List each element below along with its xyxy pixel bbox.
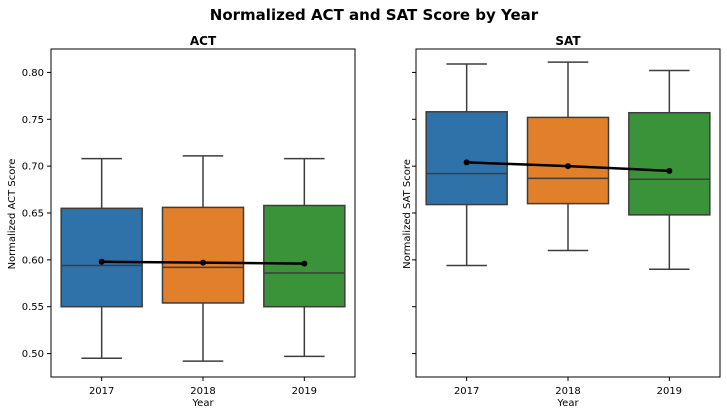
act-y-tick-label: 0.75 (22, 115, 44, 126)
act-y-tick-label: 0.55 (22, 302, 44, 313)
act-x-tick-label: 2018 (190, 386, 215, 397)
act-box-2018 (161, 155, 245, 362)
sat-x-tick-label: 2019 (657, 386, 682, 397)
iqr-box (60, 207, 143, 308)
act-box-2017 (60, 157, 143, 360)
sat-mean-point (565, 163, 571, 170)
act-panel: ACT Year Normalized ACT Score 0.50 0.55 0.… (7, 34, 356, 409)
sat-x-tick-label: 2018 (555, 386, 580, 397)
iqr-box (263, 204, 346, 308)
act-y-axis-label: Normalized ACT Score (7, 159, 18, 270)
act-y-tick-label: 0.80 (22, 68, 44, 79)
sat-mean-point (463, 159, 470, 166)
act-x-tick-label: 2019 (292, 386, 317, 397)
sat-panel-title: SAT (555, 34, 581, 48)
sat-box-2017 (425, 63, 508, 267)
act-mean-point (98, 258, 105, 265)
sat-x-tick-label: 2017 (454, 386, 479, 397)
sat-x-axis-label: Year (556, 398, 579, 409)
iqr-box (425, 111, 508, 206)
act-y-tick-label: 0.70 (22, 162, 44, 173)
sat-box-2019 (628, 69, 711, 270)
act-panel-title: ACT (190, 34, 217, 48)
figure-title: Normalized ACT and SAT Score by Year (210, 6, 539, 24)
act-x-axis-label: Year (191, 398, 214, 409)
iqr-box (161, 206, 245, 304)
iqr-box (628, 111, 711, 216)
act-y-tick-label: 0.50 (22, 349, 44, 360)
act-y-tick-label: 0.60 (22, 255, 44, 266)
sat-mean-point (666, 167, 673, 174)
act-mean-point (200, 259, 206, 266)
act-box-2019 (263, 157, 346, 358)
sat-y-axis-label: Normalized SAT Score (402, 159, 413, 269)
act-x-tick-label: 2017 (89, 386, 114, 397)
act-y-tick-label: 0.65 (22, 209, 44, 220)
sat-panel: SAT Year Normalized SAT Score 2017 2018 20… (402, 34, 721, 409)
act-mean-point (301, 260, 308, 267)
sat-box-2018 (526, 61, 610, 252)
iqr-box (526, 116, 610, 205)
